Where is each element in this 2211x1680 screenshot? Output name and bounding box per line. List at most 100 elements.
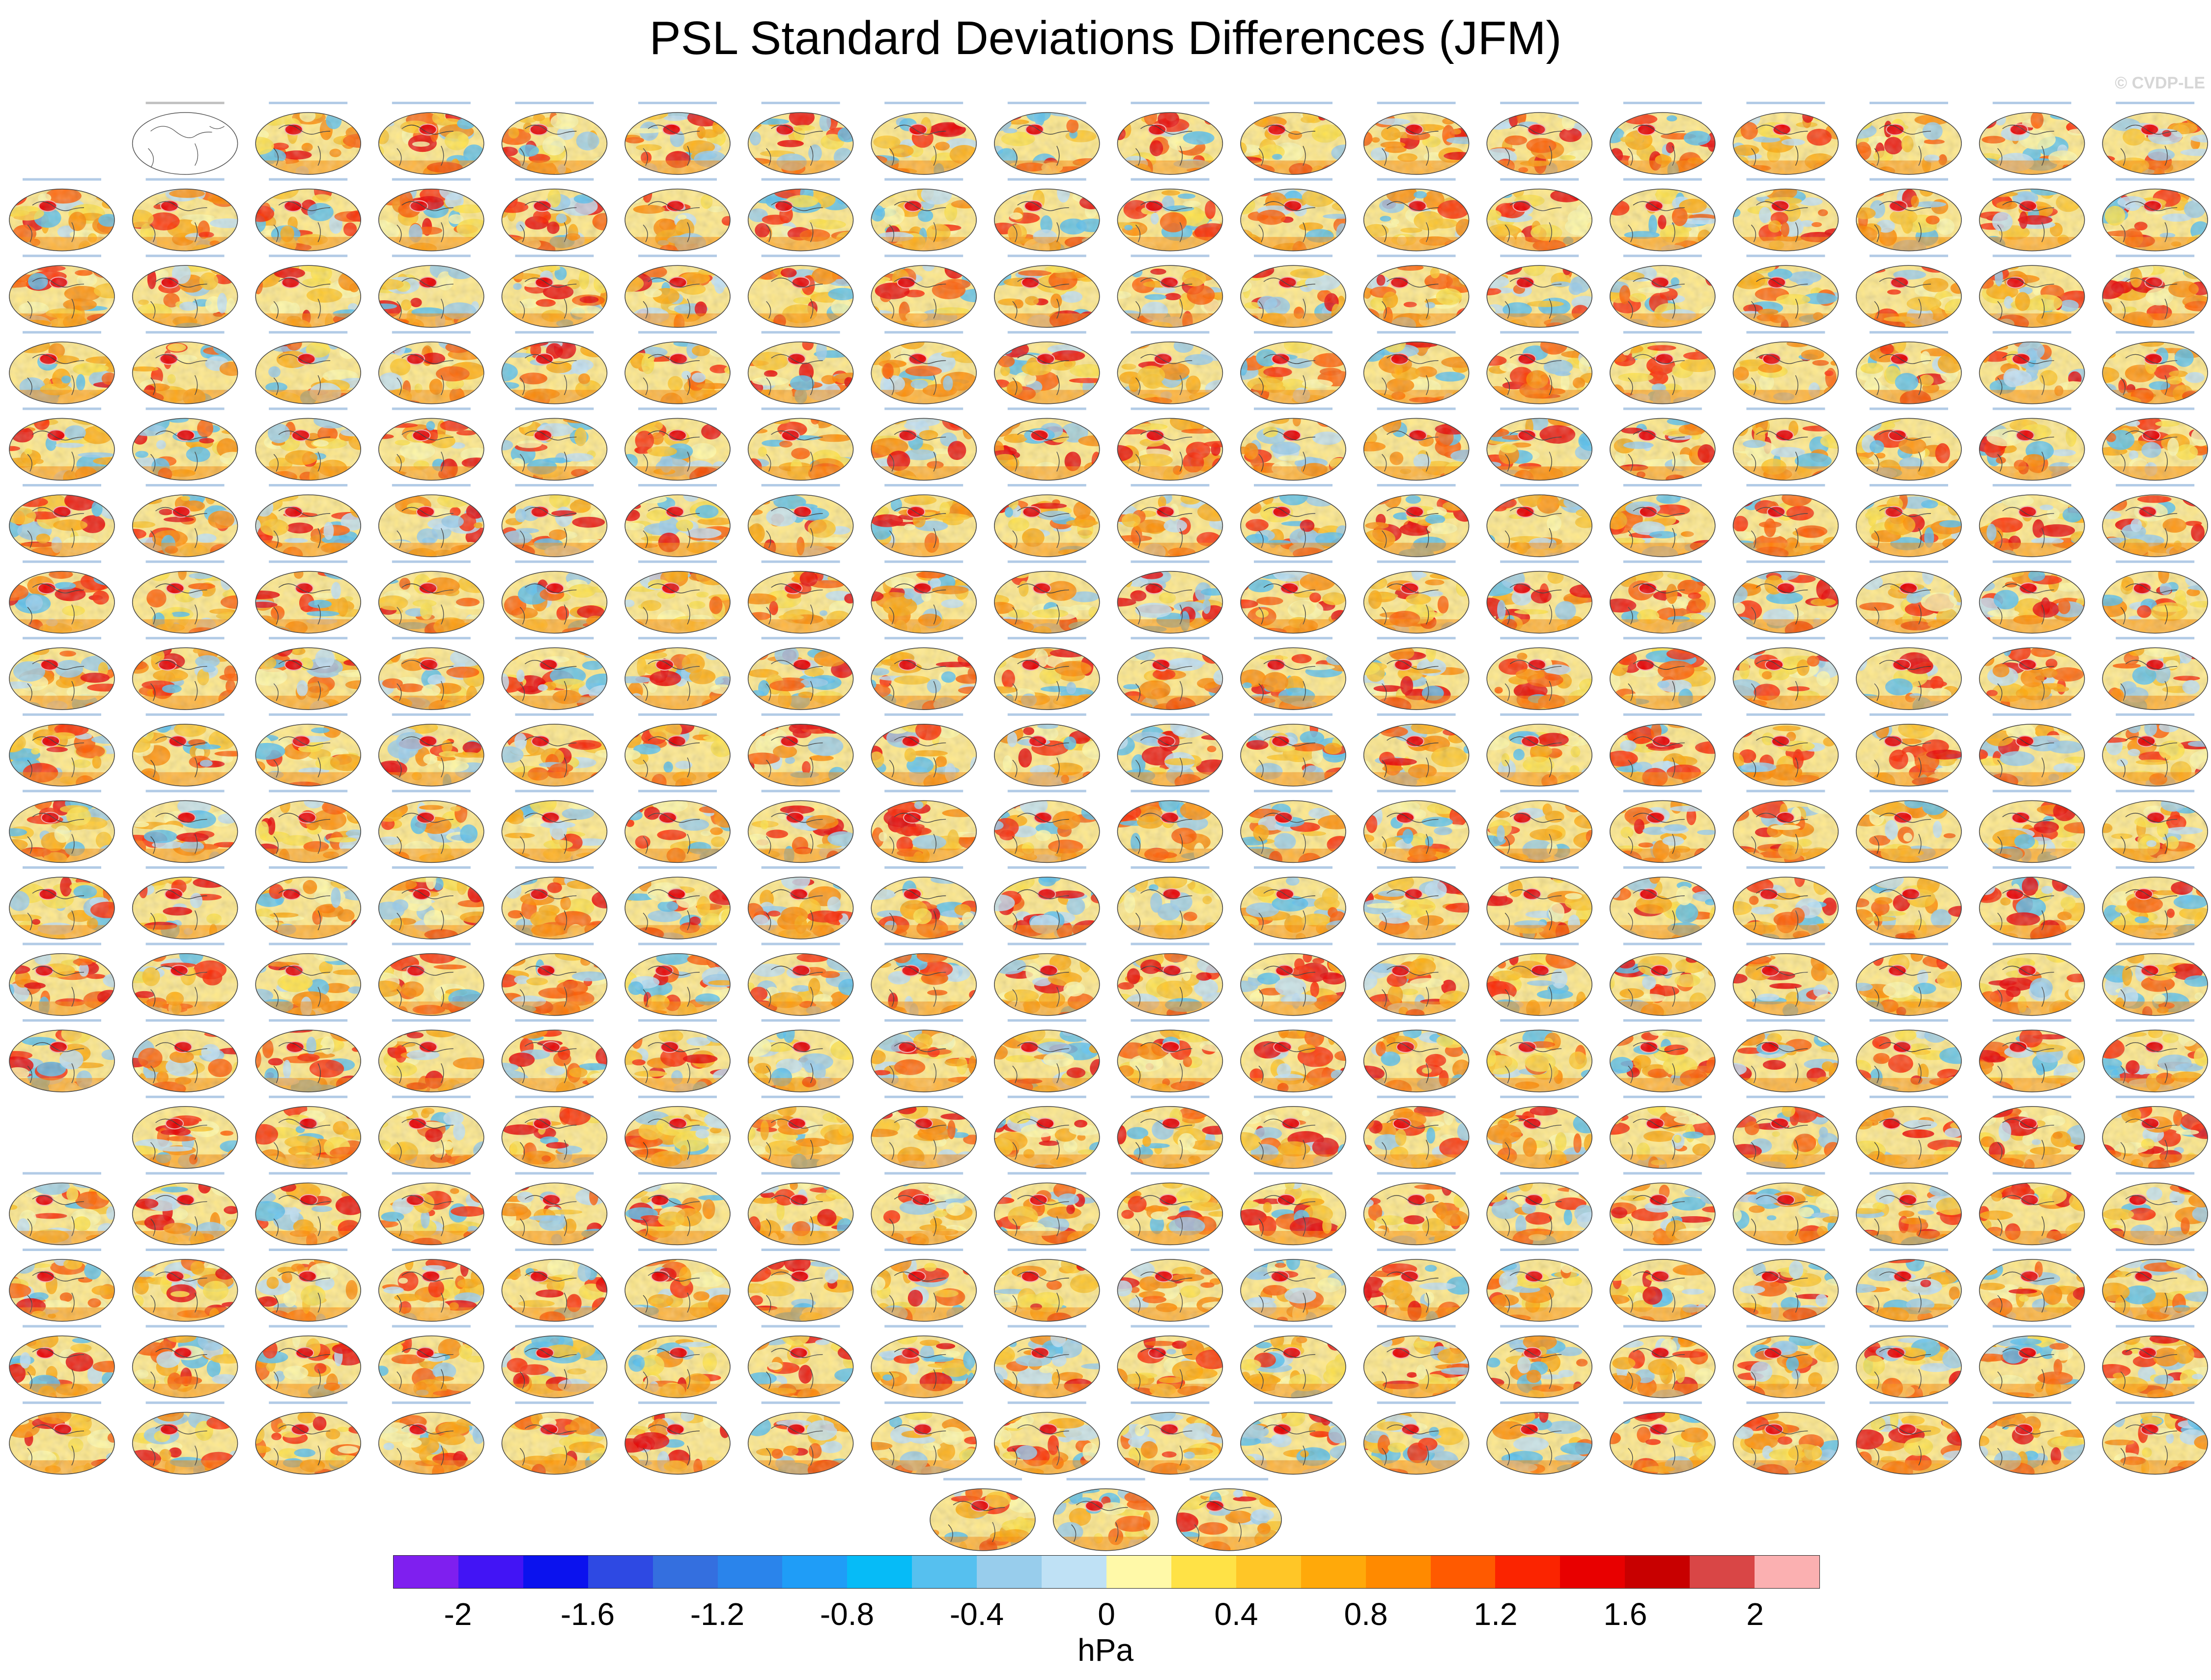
map-panel [871,1019,977,1092]
map-panel [378,178,484,252]
map-panel [1117,1401,1223,1475]
map-panel [1610,331,1716,404]
map-panel [2102,560,2208,634]
map-panel [1486,102,1592,175]
map-panel [871,484,977,557]
map-panel [378,637,484,710]
map-panel [2102,942,2208,1016]
map-panel [1732,484,1839,557]
map-panel [132,1172,238,1246]
map-panel [1117,1019,1223,1092]
map-panel [1486,637,1592,710]
map-panel [1979,178,2085,252]
map-panel [132,484,238,557]
map-panel [1979,1325,2085,1398]
map-panel [1486,713,1592,787]
map-panel [1363,1401,1470,1475]
map-panel [1732,713,1839,787]
map-panel [747,560,854,634]
map-panel [1979,1095,2085,1169]
map-panel [501,1249,608,1322]
map-panel [1732,1019,1839,1092]
map-panel [624,866,731,940]
map-panel [2102,790,2208,863]
map-panel [871,1401,977,1475]
map-panel [871,331,977,404]
map-panel [1363,713,1470,787]
map-panel [624,484,731,557]
map-panel [132,331,238,404]
map-panel [501,942,608,1016]
map-panel [1856,942,1962,1016]
map-panel [1732,637,1839,710]
map-panel [994,1249,1100,1322]
map-panel [871,1095,977,1169]
colorbar-swatch [1690,1556,1755,1588]
map-panel [501,713,608,787]
colorbar-swatch [782,1556,848,1588]
colorbar-swatch [1236,1556,1301,1588]
map-panel [378,484,484,557]
map-panel [747,484,854,557]
map-panel [871,637,977,710]
map-panel [2102,407,2208,481]
map-panel [378,560,484,634]
map-panel [1856,102,1962,175]
map-panel [2102,484,2208,557]
map-panel [930,1478,1036,1551]
map-panel [9,407,115,481]
map-panel [1732,331,1839,404]
map-panel [501,560,608,634]
map-panel [132,1019,238,1092]
colorbar-swatch [847,1556,912,1588]
map-panel [1979,713,2085,787]
map-panel [871,942,977,1016]
reference-map-panel [132,102,238,175]
map-panel [1486,790,1592,863]
map-panel [255,178,361,252]
map-panel [1732,560,1839,634]
map-panel [9,331,115,404]
map-panel [1486,331,1592,404]
map-panel [1486,560,1592,634]
map-panel [132,1401,238,1475]
map-panel [1610,1172,1716,1246]
map-panel [2102,1401,2208,1475]
colorbar-tick-label: -1.2 [690,1596,745,1632]
map-panel [1363,178,1470,252]
map-panel [1856,1401,1962,1475]
colorbar-swatch [1365,1556,1431,1588]
colorbar-tick-labels: -2 -1.6 -1.2 -0.8 -0.4 0 0.4 0.8 1.2 1.6 2 [0,1595,2211,1634]
map-panel [747,1095,854,1169]
map-panel [1240,1095,1346,1169]
map-panel [1856,1172,1962,1246]
map-panel [2102,102,2208,175]
map-panel [624,637,731,710]
map-panel [1610,637,1716,710]
map-panel [1610,102,1716,175]
map-panel [255,484,361,557]
map-panel [871,102,977,175]
map-panel [994,102,1100,175]
map-panel [1240,1401,1346,1475]
map-panel [747,1325,854,1398]
map-panel [1117,407,1223,481]
map-panel [9,866,115,940]
map-panel [501,1172,608,1246]
map-panel [378,1019,484,1092]
map-panel [1856,637,1962,710]
map-panel [1732,1095,1839,1169]
map-panel [501,1325,608,1398]
map-panel [501,407,608,481]
map-panel [1363,790,1470,863]
colorbar [393,1555,1820,1589]
map-panel [624,1401,731,1475]
map-panel [9,1325,115,1398]
map-panel [378,713,484,787]
map-panel [132,178,238,252]
map-panel [255,560,361,634]
map-panel [1610,1325,1716,1398]
map-panel [1856,1095,1962,1169]
map-panel [1610,1401,1716,1475]
map-panel [624,1249,731,1322]
